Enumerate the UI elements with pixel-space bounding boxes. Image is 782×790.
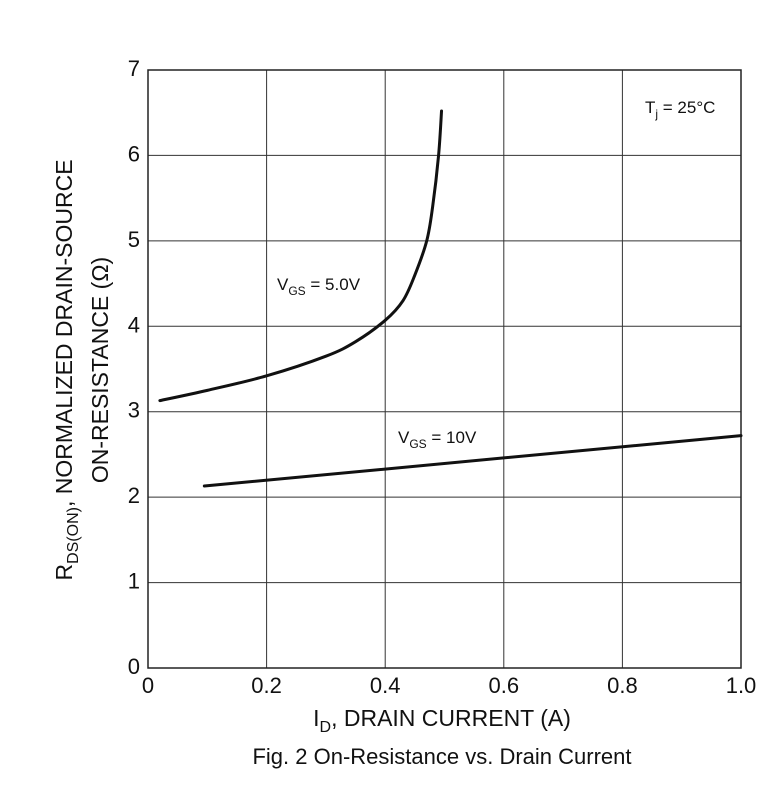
figure-caption: Fig. 2 On-Resistance vs. Drain Current bbox=[252, 744, 631, 769]
x-axis-label: ID, DRAIN CURRENT (A) bbox=[313, 705, 571, 736]
x-tick-label: 1.0 bbox=[726, 673, 757, 698]
temperature-annotation: Tj = 25°C bbox=[645, 98, 715, 121]
series-label-vgs-10v: VGS = 10V bbox=[398, 428, 477, 451]
y-tick-label: 4 bbox=[128, 312, 140, 337]
plot-frame bbox=[147, 69, 742, 669]
y-tick-label: 2 bbox=[128, 483, 140, 508]
y-axis-label-line2: ON-RESISTANCE (Ω) bbox=[87, 257, 113, 483]
series-line-vgs-5v bbox=[158, 109, 444, 403]
y-tick-label: 7 bbox=[128, 56, 140, 81]
x-tick-label: 0.6 bbox=[489, 673, 520, 698]
x-tick-label: 0.4 bbox=[370, 673, 401, 698]
x-tick-label: 0 bbox=[142, 673, 154, 698]
series-label-vgs-5v: VGS = 5.0V bbox=[277, 275, 361, 298]
y-tick-label: 3 bbox=[128, 398, 140, 423]
y-tick-label: 5 bbox=[128, 227, 140, 252]
x-tick-label: 0.8 bbox=[607, 673, 638, 698]
series-line-vgs-10v bbox=[202, 434, 743, 488]
y-tick-label: 6 bbox=[128, 141, 140, 166]
y-tick-label: 0 bbox=[128, 654, 140, 679]
x-tick-label: 0.2 bbox=[251, 673, 282, 698]
tick-labels: 0 0.2 0.4 0.6 0.8 1.0 0 1 2 3 4 5 6 7 bbox=[128, 56, 757, 698]
y-axis-label-line1: RDS(ON), NORMALIZED DRAIN-SOURCE bbox=[51, 159, 82, 580]
series-group bbox=[158, 109, 743, 488]
y-tick-label: 1 bbox=[128, 569, 140, 594]
grid-lines bbox=[148, 70, 741, 668]
